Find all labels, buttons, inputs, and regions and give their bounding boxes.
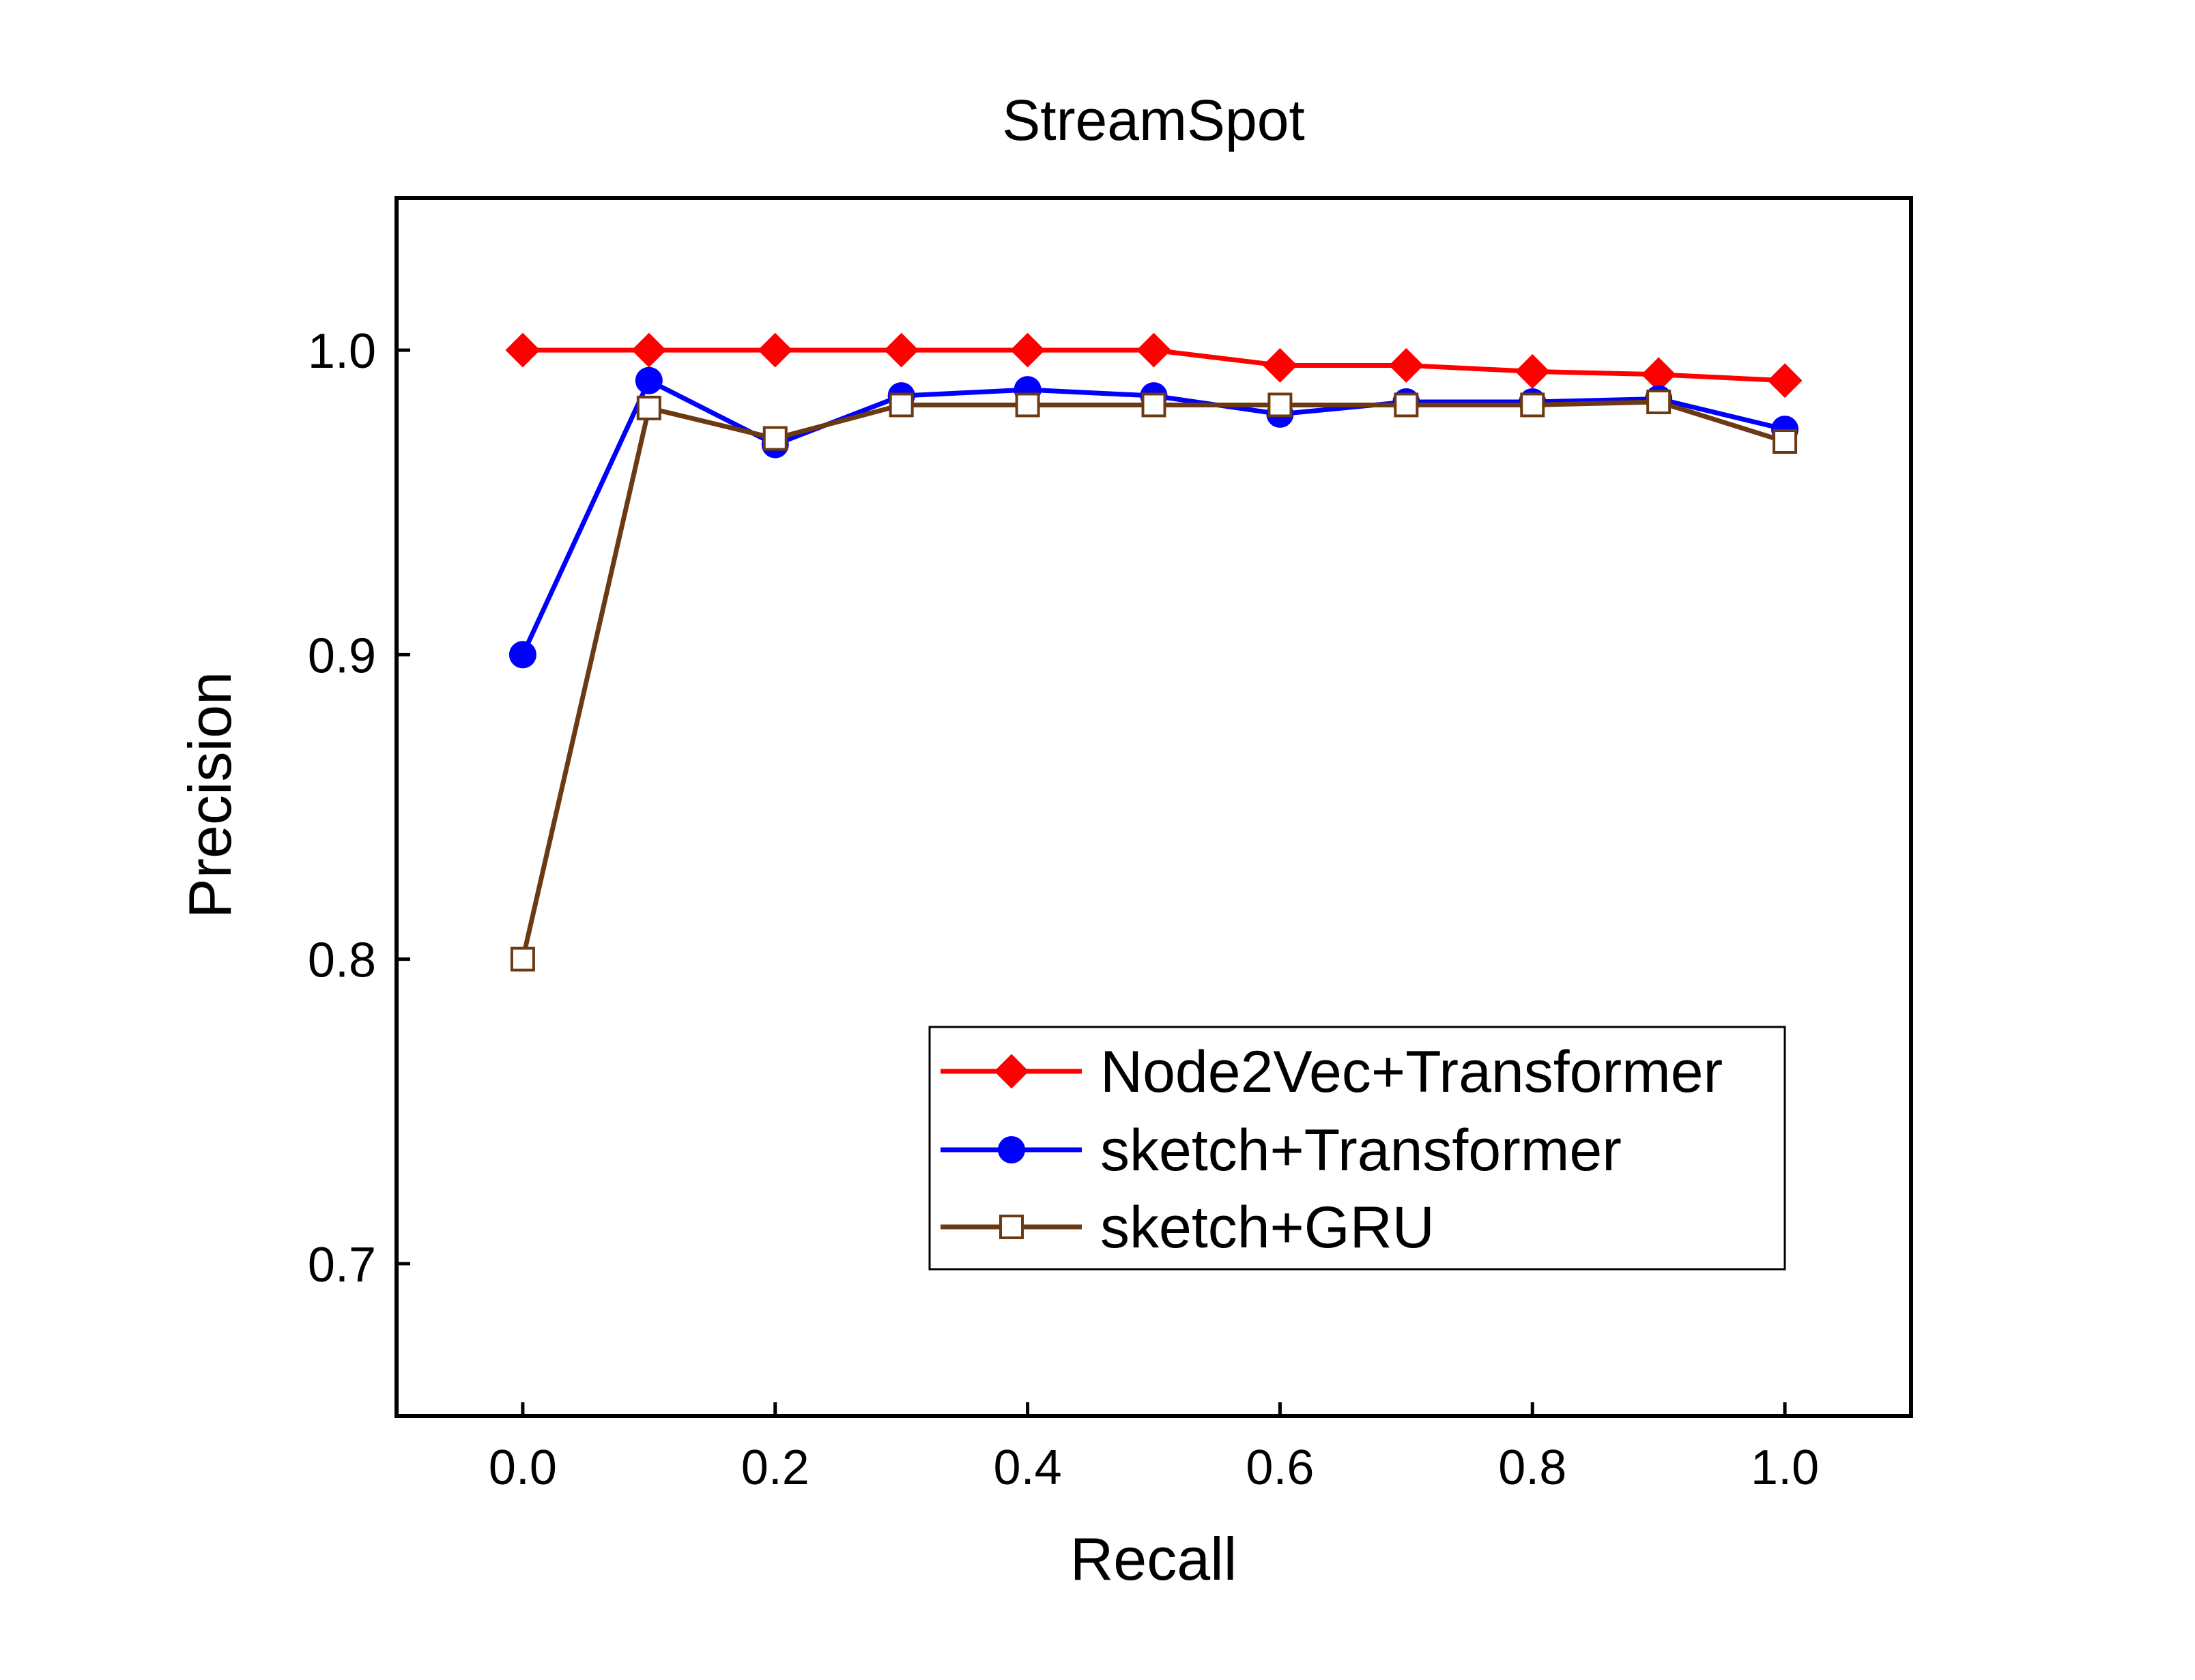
- legend: Node2Vec+Transformer sketch+Transformer sk…: [928, 1026, 1786, 1271]
- data-point: [508, 641, 536, 669]
- legend-label: Node2Vec+Transformer: [1100, 1039, 1723, 1105]
- legend-entry: sketch+GRU: [941, 1195, 1435, 1260]
- data-point: [762, 426, 788, 451]
- data-point: [1773, 429, 1798, 454]
- data-point: [1141, 392, 1166, 418]
- y-tick-label: 0.7: [308, 1238, 376, 1292]
- data-point: [636, 395, 661, 420]
- y-tick-label: 1.0: [308, 324, 376, 379]
- data-point: [1767, 363, 1803, 399]
- x-tick-label: 0.4: [994, 1440, 1062, 1495]
- y-tick-label: 0.8: [308, 933, 376, 988]
- data-point: [884, 332, 919, 368]
- y-axis-ticks: 0.7 0.8 0.9 1.0: [308, 324, 410, 1292]
- legend-entry: Node2Vec+Transformer: [941, 1039, 1723, 1105]
- legend-label: sketch+Transformer: [1100, 1118, 1622, 1183]
- series-3: [510, 389, 1798, 972]
- data-point: [1015, 392, 1040, 418]
- series-1: [505, 332, 1803, 399]
- data-point: [758, 332, 793, 368]
- y-tick-label: 0.9: [308, 628, 376, 683]
- data-point: [1263, 348, 1297, 383]
- legend-swatch-marker: [998, 1136, 1025, 1163]
- series-layer: [505, 332, 1803, 972]
- data-point: [1394, 392, 1419, 418]
- plot-frame: [394, 196, 1913, 1418]
- legend-entry: sketch+Transformer: [941, 1118, 1622, 1183]
- x-tick-label: 0.2: [741, 1440, 809, 1495]
- data-point: [505, 332, 541, 368]
- data-point: [1010, 332, 1045, 368]
- data-point: [1646, 389, 1672, 414]
- data-point: [635, 366, 663, 394]
- legend-swatch-marker: [994, 1054, 1029, 1089]
- data-point: [1520, 392, 1545, 418]
- x-axis-label: Recall: [1070, 1525, 1237, 1593]
- data-point: [631, 332, 667, 368]
- x-axis-ticks: 0.0 0.2 0.4 0.6 0.8 1.0: [489, 1402, 1819, 1495]
- chart-title: StreamSpot: [1002, 88, 1305, 152]
- x-tick-label: 0.0: [489, 1440, 557, 1495]
- data-point: [889, 392, 914, 418]
- x-tick-label: 1.0: [1751, 1440, 1819, 1495]
- legend-swatch-marker: [999, 1215, 1024, 1239]
- data-point: [1267, 392, 1293, 418]
- data-point: [510, 946, 535, 972]
- data-point: [1136, 332, 1171, 368]
- legend-label: sketch+GRU: [1100, 1195, 1435, 1260]
- data-point: [1515, 353, 1550, 389]
- y-axis-label: Precision: [176, 671, 244, 918]
- data-point: [1388, 348, 1424, 383]
- x-tick-label: 0.8: [1498, 1440, 1566, 1495]
- x-tick-label: 0.6: [1246, 1440, 1314, 1495]
